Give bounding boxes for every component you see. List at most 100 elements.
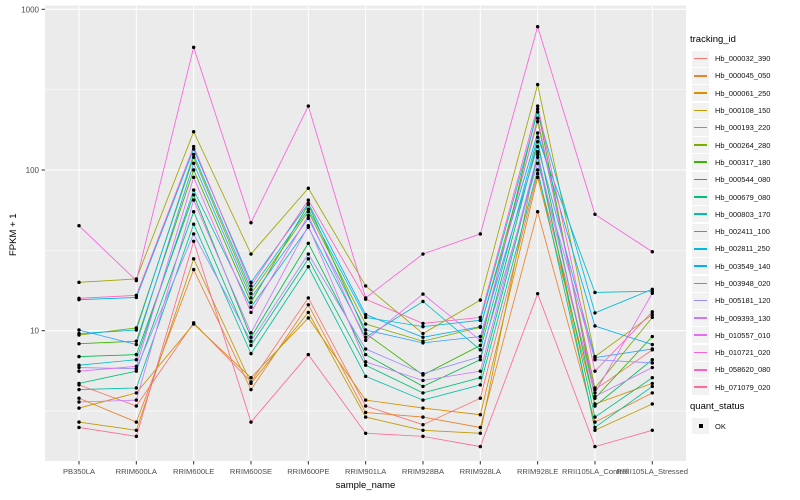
data-point bbox=[650, 315, 654, 320]
data-point bbox=[593, 415, 597, 419]
legend-line-swatch bbox=[694, 299, 707, 302]
data-point bbox=[191, 45, 196, 50]
legend-entry: Hb_000032_390 bbox=[690, 50, 770, 67]
data-point bbox=[650, 334, 654, 339]
legend-key bbox=[692, 137, 709, 154]
data-point bbox=[249, 296, 253, 300]
data-point bbox=[421, 415, 425, 419]
data-point bbox=[363, 415, 368, 419]
data-point bbox=[306, 352, 311, 357]
legend-tracking-entries: Hb_000032_390 Hb_000045_050 Hb_000061_250 H… bbox=[690, 50, 770, 396]
data-point bbox=[134, 342, 139, 347]
data-point bbox=[478, 444, 483, 449]
legend-line-swatch bbox=[694, 74, 707, 77]
legend-entry: Hb_000061_250 bbox=[690, 85, 770, 102]
legend-key bbox=[692, 292, 709, 309]
legend-key bbox=[692, 102, 709, 119]
data-point bbox=[535, 107, 540, 111]
legend-key bbox=[692, 50, 709, 67]
data-point bbox=[249, 339, 253, 343]
data-point bbox=[421, 341, 425, 345]
data-point bbox=[593, 420, 597, 424]
data-point bbox=[478, 383, 483, 387]
data-point bbox=[478, 232, 483, 236]
legend-entry-label: Hb_058620_080 bbox=[715, 365, 771, 375]
data-point bbox=[249, 252, 253, 256]
data-point bbox=[134, 328, 139, 332]
legend-entry-label: Hb_000317_180 bbox=[715, 157, 771, 167]
data-point bbox=[249, 300, 253, 305]
data-point bbox=[363, 360, 368, 364]
data-point bbox=[478, 396, 483, 400]
x-tick-label: RRIM928BA bbox=[402, 467, 445, 476]
legend-entry: Hb_000679_080 bbox=[690, 188, 770, 206]
data-point bbox=[306, 104, 311, 108]
data-point bbox=[478, 298, 483, 302]
data-point bbox=[134, 386, 139, 390]
x-tick-label: RRIM600PE bbox=[287, 467, 329, 476]
data-point bbox=[650, 365, 654, 370]
data-point bbox=[249, 375, 253, 380]
data-point bbox=[478, 324, 483, 329]
data-point bbox=[306, 186, 311, 190]
data-point bbox=[363, 322, 368, 326]
data-point bbox=[77, 387, 81, 392]
legend-entry: Hb_002411_100 bbox=[690, 223, 770, 240]
data-point bbox=[191, 257, 196, 261]
quant-ok-label: OK bbox=[715, 421, 726, 431]
legend-entry-label: Hb_000803_170 bbox=[715, 209, 771, 219]
data-point bbox=[134, 339, 139, 343]
data-point bbox=[191, 210, 196, 214]
data-point bbox=[535, 149, 540, 154]
data-point bbox=[191, 188, 196, 192]
data-point bbox=[363, 374, 368, 379]
legend-entry-label: Hb_000045_050 bbox=[715, 71, 771, 81]
data-point bbox=[77, 381, 81, 386]
legend-entry-label: Hb_000544_080 bbox=[715, 175, 771, 185]
data-point bbox=[134, 428, 139, 433]
y-tick-label: 10 bbox=[30, 327, 39, 336]
data-point bbox=[593, 444, 597, 449]
data-point bbox=[421, 372, 425, 376]
data-point bbox=[421, 428, 425, 433]
legend-entry: Hb_009393_130 bbox=[690, 309, 770, 327]
data-point bbox=[535, 291, 540, 296]
data-point bbox=[77, 328, 81, 332]
data-point bbox=[535, 24, 540, 29]
data-point bbox=[363, 347, 368, 351]
legend-line-swatch bbox=[694, 196, 707, 198]
legend-title-tracking-id: tracking_id bbox=[690, 34, 736, 45]
legend-line-swatch bbox=[694, 161, 707, 164]
data-point bbox=[77, 280, 81, 285]
data-point bbox=[77, 365, 81, 370]
x-axis-title: sample_name bbox=[335, 480, 396, 491]
data-point bbox=[191, 152, 196, 157]
data-point bbox=[593, 324, 597, 328]
data-point bbox=[421, 252, 425, 256]
legend-entry: Hb_010557_010 bbox=[690, 327, 770, 344]
data-point bbox=[249, 331, 253, 335]
data-point bbox=[306, 296, 311, 300]
legend-key bbox=[692, 119, 709, 136]
data-point bbox=[421, 335, 425, 339]
data-point bbox=[249, 284, 253, 288]
data-point bbox=[650, 361, 654, 365]
x-tick-label: PB350LA bbox=[63, 467, 96, 476]
data-point bbox=[650, 381, 654, 386]
data-point bbox=[535, 171, 540, 176]
data-point bbox=[421, 406, 425, 410]
data-point bbox=[535, 144, 540, 149]
legend-entry-label: Hb_071079_020 bbox=[715, 382, 771, 392]
data-point bbox=[249, 220, 253, 225]
legend-title-quant-status: quant_status bbox=[690, 401, 745, 412]
data-point bbox=[306, 216, 311, 221]
data-point bbox=[593, 290, 597, 295]
legend-key bbox=[692, 361, 709, 378]
x-tick-label: RRIM928LE bbox=[517, 467, 558, 476]
data-point bbox=[306, 257, 311, 261]
data-point bbox=[134, 367, 139, 371]
data-point bbox=[191, 198, 196, 202]
data-point bbox=[650, 287, 654, 291]
legend-entry: Hb_000045_050 bbox=[690, 67, 770, 84]
